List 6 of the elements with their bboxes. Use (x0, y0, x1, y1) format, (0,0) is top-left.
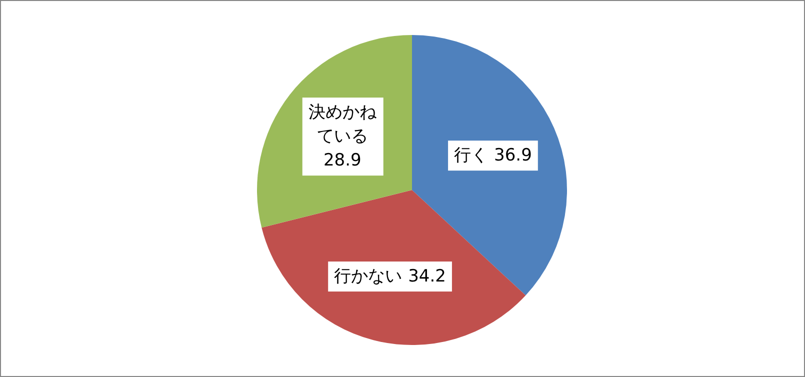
slice-label: 行く (454, 146, 488, 166)
data-label: 36.9 (494, 146, 532, 166)
slice-label: 行かない (334, 266, 402, 287)
slice-label: 決めかねている (308, 102, 378, 147)
data-label: 28.9 (323, 150, 362, 171)
data-label: 34.2 (408, 266, 446, 287)
